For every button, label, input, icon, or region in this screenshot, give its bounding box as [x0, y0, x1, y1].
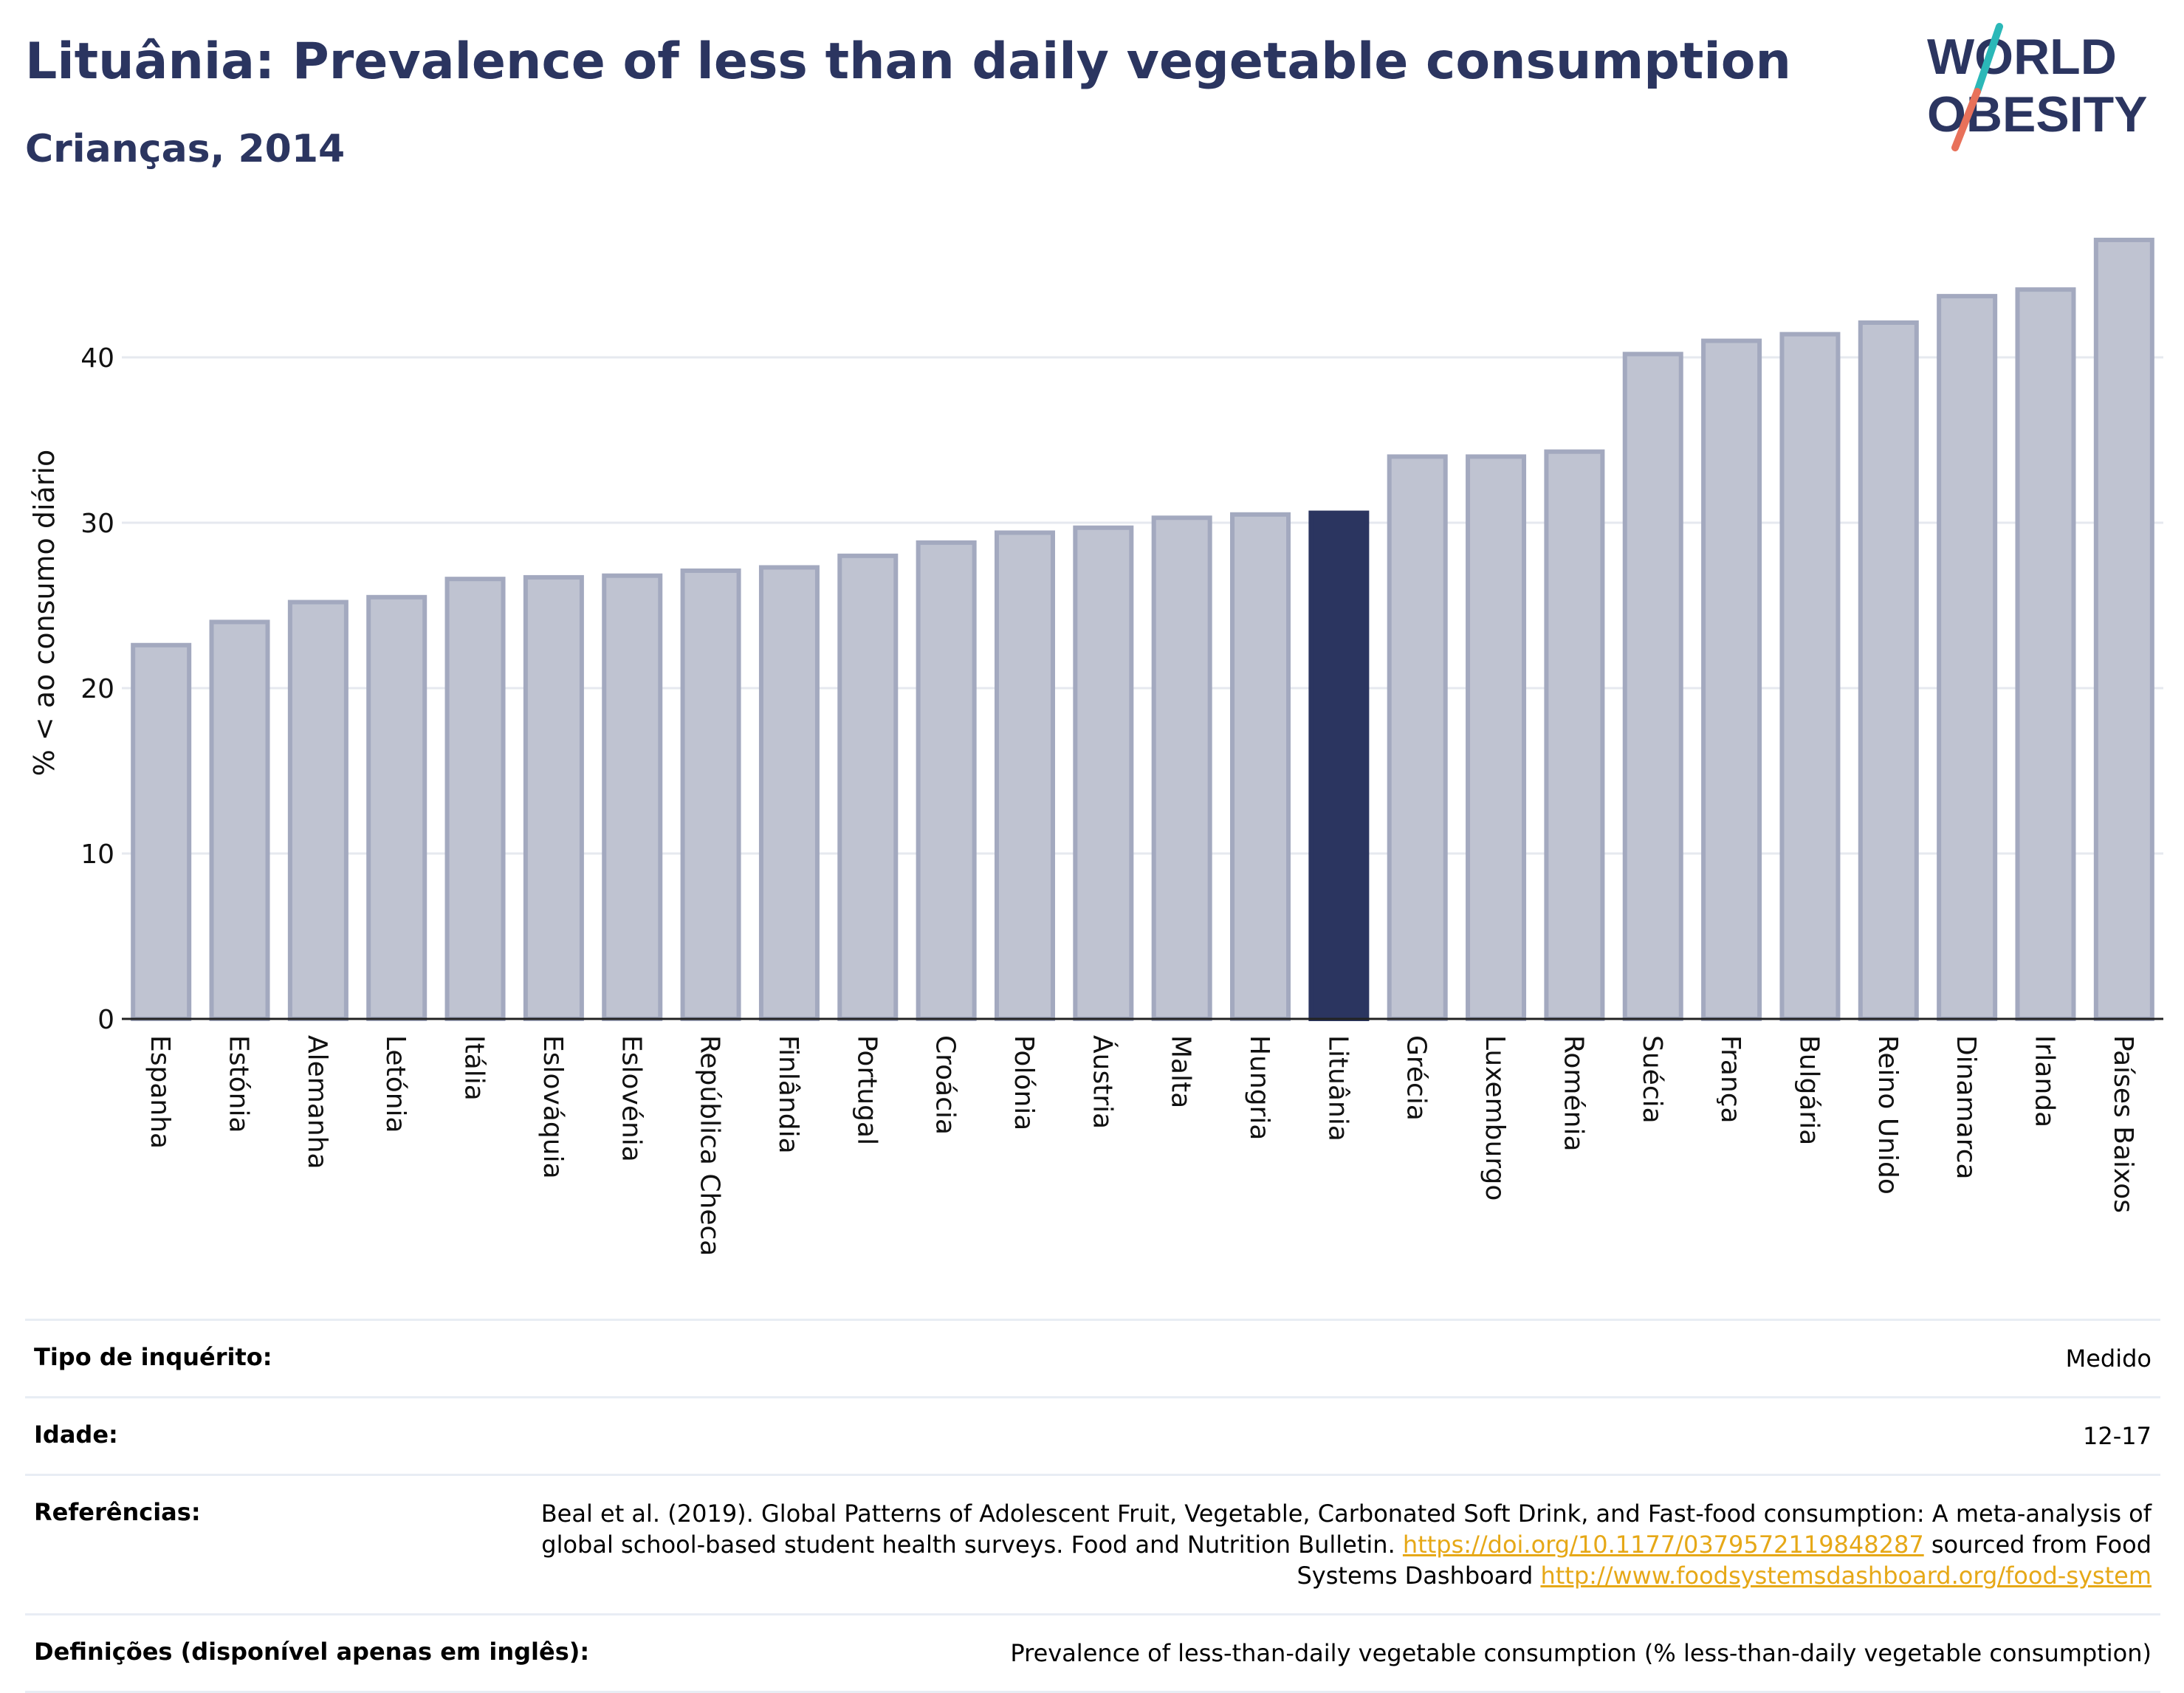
x-tick-label: Malta — [1166, 1035, 1196, 1108]
bar-eslováquia[interactable] — [523, 574, 584, 1021]
bar-finlândia[interactable] — [758, 565, 820, 1021]
x-tick-label: Alemanha — [302, 1035, 332, 1170]
doi-link[interactable]: https://doi.org/10.1177/0379572119848287 — [1402, 1531, 1924, 1559]
y-tick-label: 40 — [80, 343, 114, 374]
bar-itália[interactable] — [444, 577, 506, 1021]
y-tick-label: 30 — [80, 509, 114, 539]
bar-frança[interactable] — [1701, 338, 1762, 1022]
bar-eslovénia[interactable] — [602, 573, 663, 1021]
bar-república-checa[interactable] — [680, 568, 741, 1021]
bar-polónia[interactable] — [994, 530, 1055, 1021]
x-tick-label: Roménia — [1558, 1035, 1588, 1152]
y-tick-label: 0 — [97, 1005, 114, 1035]
x-tick-label: Suécia — [1637, 1035, 1667, 1124]
x-tick-label: Reino Unido — [1872, 1035, 1903, 1195]
bar-croácia[interactable] — [916, 540, 977, 1021]
x-tick-label: Países Baixos — [2108, 1035, 2138, 1213]
y-tick-label: 20 — [80, 674, 114, 704]
x-tick-label: Áustria — [1087, 1035, 1118, 1129]
bar-roménia[interactable] — [1544, 449, 1605, 1021]
bar-irlanda[interactable] — [2015, 287, 2076, 1022]
survey-type-label: Tipo de inquérito: — [34, 1343, 272, 1371]
survey-type-row: Tipo de inquérito: Medido — [25, 1319, 2160, 1396]
bar-malta[interactable] — [1151, 515, 1212, 1021]
x-tick-label: Grécia — [1401, 1035, 1432, 1121]
survey-type-value: Medido — [2065, 1345, 2152, 1373]
bar-estónia[interactable] — [209, 619, 270, 1021]
definitions-value: Prevalence of less-than-daily vegetable … — [1010, 1639, 2152, 1667]
chart-subtitle: Crianças, 2014 — [25, 127, 346, 171]
age-row: Idade: 12-17 — [25, 1396, 2160, 1474]
x-tick-label: Bulgária — [1793, 1035, 1824, 1145]
x-tick-label: Eslovénia — [616, 1035, 646, 1162]
x-tick-label: França — [1715, 1035, 1745, 1124]
bar-grécia[interactable] — [1387, 454, 1448, 1021]
references-label: Referências: — [34, 1498, 201, 1526]
x-tick-label: Itália — [459, 1035, 490, 1101]
bar-suécia[interactable] — [1622, 351, 1683, 1021]
chart-title: Lituânia: Prevalence of less than daily … — [25, 32, 1791, 91]
bar-dinamarca[interactable] — [1937, 294, 1998, 1021]
x-tick-label: Letónia — [380, 1035, 411, 1133]
bar-portugal[interactable] — [837, 553, 899, 1021]
bar-alemanha[interactable] — [287, 600, 348, 1021]
definitions-row: Definições (disponível apenas em inglês)… — [25, 1613, 2160, 1693]
x-tick-label: Espanha — [145, 1035, 175, 1149]
bar-países-baixos[interactable] — [2093, 237, 2154, 1022]
bar-chart: 0 10 20 30 40 Espanha Estónia Alemanha Letónia It… — [80, 237, 2163, 1256]
bar-bulgária[interactable] — [1779, 332, 1841, 1021]
references-row: Referências: Beal et al. (2019). Global … — [25, 1474, 2160, 1613]
bar-luxemburgo[interactable] — [1466, 454, 1527, 1021]
x-tick-label: Polónia — [1009, 1035, 1039, 1130]
x-tick-label: Eslováquia — [538, 1035, 568, 1179]
x-tick-label: Dinamarca — [1951, 1035, 1981, 1180]
bar-áustria[interactable] — [1073, 525, 1134, 1021]
food-systems-link[interactable]: http://www.foodsystemsdashboard.org/food… — [1540, 1562, 2152, 1590]
bar-reino-unido[interactable] — [1858, 320, 1919, 1021]
x-tick-label: Croácia — [930, 1035, 961, 1135]
x-tick-label: Luxemburgo — [1480, 1035, 1510, 1201]
world-obesity-logo: WORLD OBESITY — [1927, 23, 2148, 151]
x-tick-label: Finlândia — [773, 1035, 803, 1154]
bar-hungria[interactable] — [1230, 512, 1291, 1021]
logo-line1: WORLD — [1927, 29, 2117, 85]
x-tick-label: Portugal — [851, 1035, 882, 1145]
age-label: Idade: — [34, 1421, 118, 1449]
y-tick-label: 10 — [80, 839, 114, 870]
references-text-1: Beal et al. (2019). Global Patterns of A… — [540, 1500, 2152, 1559]
x-tick-label: Estónia — [224, 1035, 254, 1133]
bar-espanha[interactable] — [131, 642, 192, 1021]
definitions-label: Definições (disponível apenas em inglês)… — [34, 1638, 590, 1666]
info-table: Tipo de inquérito: Medido Idade: 12-17 R… — [25, 1319, 2160, 1693]
references-text-2: sourced from Food Systems Dashboard — [1297, 1531, 2152, 1590]
bar-letónia[interactable] — [366, 594, 427, 1021]
bar-lituânia[interactable] — [1308, 510, 1370, 1021]
x-tick-label: Irlanda — [2029, 1035, 2059, 1127]
x-tick-label: Hungria — [1244, 1035, 1274, 1140]
age-value: 12-17 — [2083, 1422, 2152, 1450]
x-tick-label: Lituânia — [1322, 1035, 1353, 1141]
references-value: Beal et al. (2019). Global Patterns of A… — [527, 1498, 2152, 1591]
x-tick-label: República Checa — [695, 1035, 725, 1256]
